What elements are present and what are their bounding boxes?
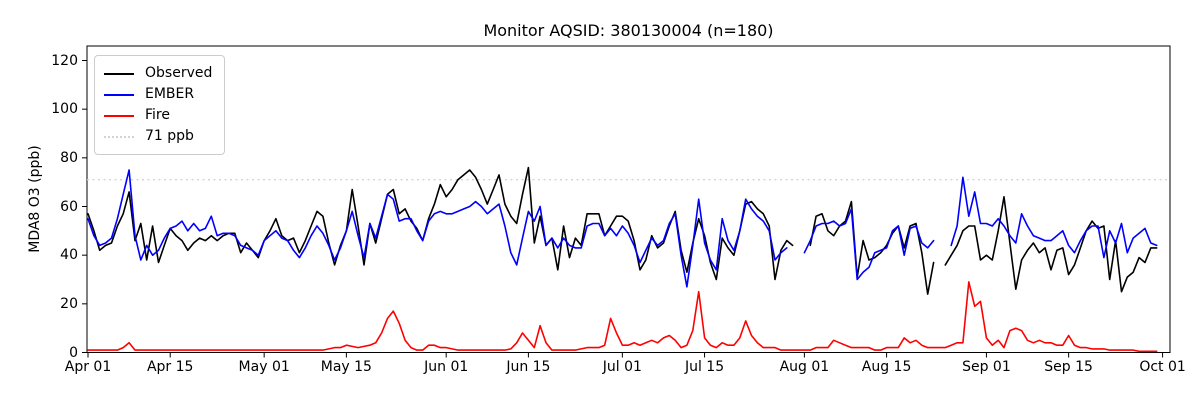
- legend-row-observed: Observed: [104, 63, 212, 84]
- legend-swatch-threshold: [104, 135, 134, 138]
- x-tick-label: Sep 15: [1044, 359, 1093, 375]
- x-tick-label: May 01: [238, 359, 290, 375]
- legend-label-threshold: 71 ppb: [145, 128, 194, 144]
- legend: Observed EMBER Fire 71 ppb: [94, 55, 226, 155]
- x-tick-label: Jul 15: [684, 359, 725, 375]
- y-tick-label: 40: [60, 247, 78, 264]
- legend-label-ember: EMBER: [145, 86, 195, 102]
- x-tick-label: Oct 01: [1139, 359, 1186, 375]
- y-tick-label: 100: [51, 101, 78, 118]
- y-tick-label: 120: [51, 52, 78, 69]
- x-tick-label: Jun 01: [424, 359, 469, 375]
- x-tick-label: Aug 01: [779, 359, 830, 375]
- x-tick-label: Aug 15: [861, 359, 912, 375]
- legend-label-fire: Fire: [145, 107, 170, 123]
- chart-title: Monitor AQSID: 380130004 (n=180): [483, 21, 774, 40]
- fire-line: [87, 281, 1158, 353]
- x-tick-label: Jun 15: [506, 359, 551, 375]
- x-tick-label: Jul 01: [602, 359, 642, 375]
- legend-label-observed: Observed: [145, 65, 213, 81]
- y-tick-label: 0: [69, 344, 78, 361]
- observed-line: [87, 166, 1158, 295]
- ember-line: [87, 169, 1158, 288]
- x-tick-label: Apr 01: [64, 359, 112, 375]
- legend-swatch-ember: [104, 93, 134, 96]
- axis-tick-marks: [82, 60, 1164, 358]
- x-tick-label: Sep 01: [962, 359, 1011, 375]
- legend-row-threshold: 71 ppb: [104, 126, 212, 147]
- plot-frame: [86, 45, 1171, 353]
- y-tick-label: 20: [60, 295, 78, 312]
- legend-swatch-observed: [104, 72, 134, 75]
- x-tick-label: Apr 15: [146, 359, 194, 375]
- y-tick-label: 60: [60, 198, 78, 215]
- legend-row-ember: EMBER: [104, 84, 212, 105]
- series-lines: [87, 166, 1158, 353]
- y-tick-label: 80: [60, 149, 78, 166]
- legend-swatch-fire: [104, 114, 134, 117]
- legend-row-fire: Fire: [104, 105, 212, 126]
- x-tick-label: May 15: [320, 359, 372, 375]
